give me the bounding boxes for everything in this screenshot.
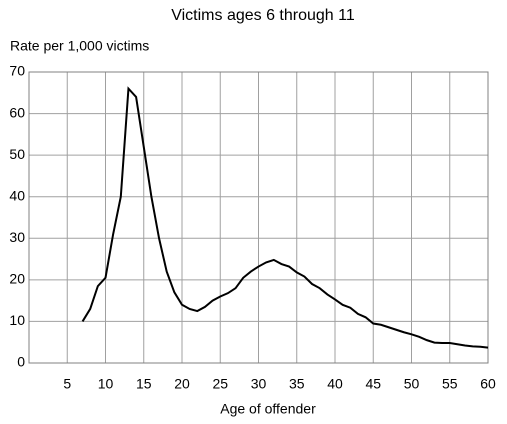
x-tick-label: 60 (480, 376, 496, 392)
x-tick-label: 20 (174, 376, 190, 392)
x-tick-label: 50 (404, 376, 420, 392)
x-tick-label: 5 (63, 376, 71, 392)
x-tick-label: 25 (212, 376, 228, 392)
x-tick-label: 55 (442, 376, 458, 392)
y-tick-label: 60 (9, 104, 25, 120)
y-axis-label: Rate per 1,000 victims (10, 38, 149, 54)
y-tick-label: 40 (9, 187, 25, 203)
x-tick-label: 40 (327, 376, 343, 392)
y-tick-label: 20 (9, 271, 25, 287)
y-tick-label: 30 (9, 229, 25, 245)
x-tick-label: 10 (98, 376, 114, 392)
x-axis-label: Age of offender (220, 401, 316, 417)
x-tick-label: 45 (365, 376, 381, 392)
y-tick-label: 70 (9, 63, 25, 79)
data-line (81, 86, 489, 349)
y-tick-label: 10 (9, 312, 25, 328)
y-tick-label: 50 (9, 146, 25, 162)
x-tick-label: 30 (251, 376, 267, 392)
chart-title: Victims ages 6 through 11 (171, 7, 355, 24)
x-tick-label: 35 (289, 376, 305, 392)
plot-border (28, 71, 489, 364)
x-tick-label: 15 (136, 376, 152, 392)
y-tick-label: 0 (17, 354, 25, 370)
